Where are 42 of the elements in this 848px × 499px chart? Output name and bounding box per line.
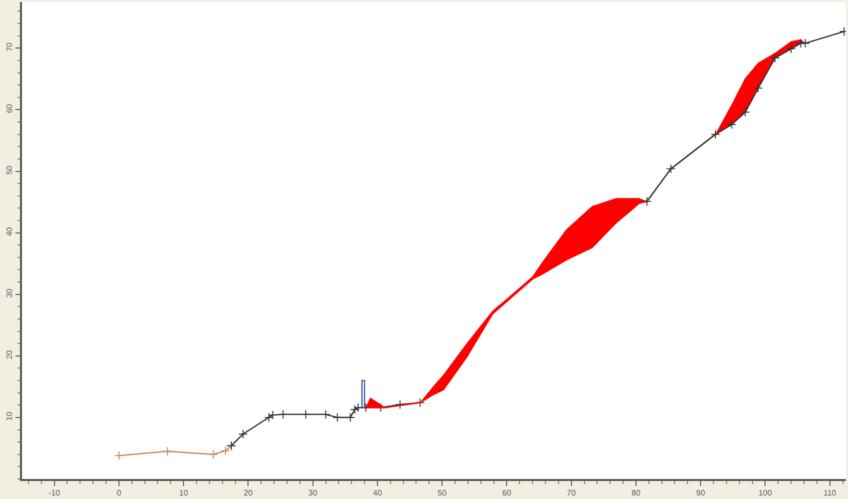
point: [642, 196, 652, 206]
point: [220, 446, 230, 456]
x-tick-label: -10: [48, 488, 61, 498]
x-tick-label: 100: [758, 488, 772, 498]
point: [710, 130, 720, 140]
point: [208, 450, 218, 460]
point: [278, 410, 288, 420]
point: [353, 402, 363, 412]
x-tick-label: 80: [632, 488, 641, 498]
y-tick-label: 10: [5, 411, 14, 421]
x-tick-label: 30: [308, 488, 318, 498]
point: [238, 429, 248, 439]
y-tick-label: 40: [5, 226, 14, 236]
point: [800, 38, 810, 48]
x-tick-label: 10: [179, 488, 189, 498]
point: [770, 53, 780, 63]
point: [786, 44, 796, 54]
x-tick-label: 40: [372, 488, 382, 498]
point: [415, 398, 425, 408]
y-tick-label: 60: [5, 104, 14, 113]
y-tick-label: 30: [5, 288, 14, 298]
point: [726, 120, 736, 130]
point: [740, 107, 750, 117]
y-tick-label: 70: [5, 42, 14, 52]
x-tick-label: 60: [502, 488, 512, 498]
point: [666, 164, 676, 174]
x-tick-label: 70: [566, 488, 576, 498]
point: [301, 410, 310, 420]
x-tick-label: 50: [438, 488, 448, 498]
y-tick-label: 50: [5, 165, 14, 175]
point: [321, 410, 330, 420]
point: [350, 404, 360, 414]
x-tick-label: 20: [244, 488, 254, 498]
point: [753, 83, 763, 93]
point: [268, 410, 278, 420]
y-tick-label: 20: [5, 350, 14, 360]
x-tick-label: 90: [696, 488, 706, 498]
point: [264, 412, 274, 422]
point: [114, 450, 124, 460]
x-tick-label: 0: [116, 488, 122, 498]
x-tick-label: 110: [823, 488, 837, 498]
point: [162, 446, 172, 456]
